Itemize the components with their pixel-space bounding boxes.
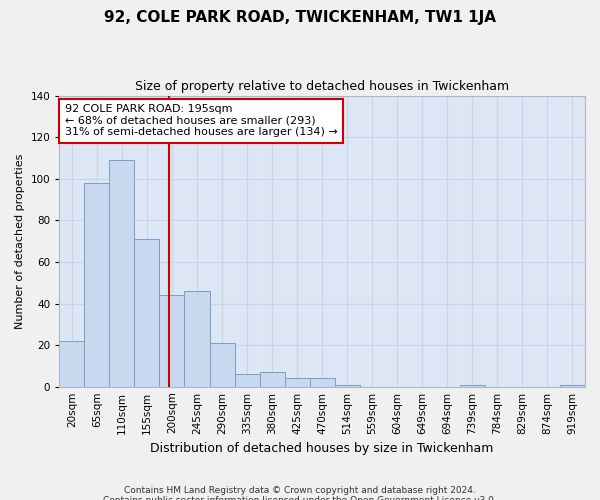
Text: 92 COLE PARK ROAD: 195sqm
← 68% of detached houses are smaller (293)
31% of semi: 92 COLE PARK ROAD: 195sqm ← 68% of detac…: [65, 104, 337, 138]
Bar: [335, 384, 360, 386]
Title: Size of property relative to detached houses in Twickenham: Size of property relative to detached ho…: [135, 80, 509, 93]
Bar: [209, 343, 235, 386]
Bar: [59, 341, 85, 386]
Bar: [560, 384, 585, 386]
Text: 92, COLE PARK ROAD, TWICKENHAM, TW1 1JA: 92, COLE PARK ROAD, TWICKENHAM, TW1 1JA: [104, 10, 496, 25]
Text: Contains public sector information licensed under the Open Government Licence v3: Contains public sector information licen…: [103, 496, 497, 500]
Bar: [134, 239, 160, 386]
Bar: [160, 295, 184, 386]
Bar: [284, 378, 310, 386]
X-axis label: Distribution of detached houses by size in Twickenham: Distribution of detached houses by size …: [151, 442, 494, 455]
Y-axis label: Number of detached properties: Number of detached properties: [15, 154, 25, 329]
Bar: [184, 291, 209, 386]
Text: Contains HM Land Registry data © Crown copyright and database right 2024.: Contains HM Land Registry data © Crown c…: [124, 486, 476, 495]
Bar: [460, 384, 485, 386]
Bar: [260, 372, 284, 386]
Bar: [109, 160, 134, 386]
Bar: [235, 374, 260, 386]
Bar: [310, 378, 335, 386]
Bar: [85, 183, 109, 386]
